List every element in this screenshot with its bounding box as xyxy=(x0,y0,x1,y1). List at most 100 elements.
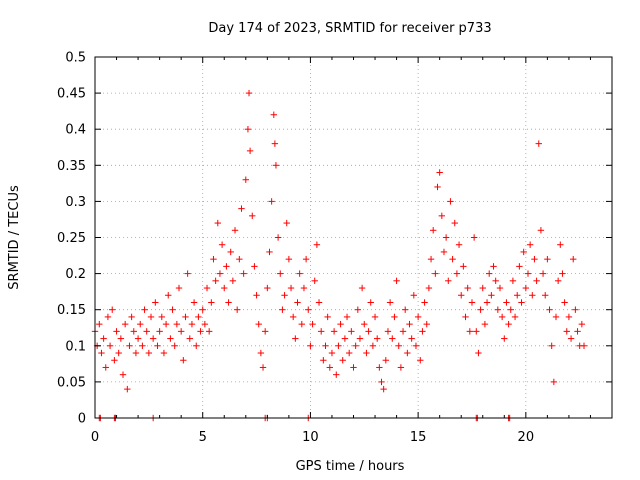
data-point xyxy=(442,234,450,241)
data-point xyxy=(542,292,549,299)
data-point xyxy=(268,198,275,205)
data-point xyxy=(453,270,461,277)
data-point xyxy=(175,284,183,292)
data-point xyxy=(386,299,394,306)
data-point xyxy=(259,364,267,371)
plot-frame xyxy=(94,56,613,419)
data-point xyxy=(419,328,426,335)
data-point xyxy=(199,306,206,313)
data-point xyxy=(539,270,547,277)
data-point xyxy=(486,270,493,277)
data-point xyxy=(298,320,305,328)
data-point xyxy=(393,277,400,285)
data-point xyxy=(253,292,260,299)
y-tick-label: 0.2 xyxy=(65,267,86,282)
data-point xyxy=(434,183,441,191)
data-point xyxy=(501,335,508,342)
data-point xyxy=(565,313,573,321)
data-point xyxy=(320,357,327,364)
data-point xyxy=(544,255,551,263)
x-axis-label: GPS time / hours xyxy=(296,459,405,474)
data-point xyxy=(272,162,280,169)
data-point xyxy=(440,248,448,256)
data-point xyxy=(561,299,568,306)
data-point xyxy=(236,255,243,263)
data-point xyxy=(326,364,334,371)
data-point xyxy=(516,263,523,270)
data-point xyxy=(143,328,150,335)
data-point xyxy=(384,328,392,335)
data-point xyxy=(245,89,253,97)
data-point xyxy=(533,277,540,285)
data-point xyxy=(345,349,353,357)
data-point xyxy=(503,299,510,306)
data-point xyxy=(171,342,178,349)
axes xyxy=(94,56,613,419)
data-point xyxy=(137,320,144,328)
data-point xyxy=(251,263,258,270)
data-point xyxy=(526,241,534,248)
data-point xyxy=(281,292,288,299)
data-point xyxy=(229,277,237,285)
data-point xyxy=(186,335,193,342)
data-point xyxy=(356,335,364,342)
data-point xyxy=(201,320,209,328)
y-tick-label: 0 xyxy=(78,412,86,427)
data-point xyxy=(524,270,532,277)
data-point xyxy=(455,241,463,248)
x-tick-label: 20 xyxy=(518,430,535,445)
data-point xyxy=(333,371,340,378)
data-point xyxy=(404,349,411,357)
data-point xyxy=(274,234,282,241)
data-point xyxy=(162,320,170,328)
data-point xyxy=(550,378,558,386)
data-point xyxy=(210,255,217,263)
data-point xyxy=(580,342,588,349)
data-point xyxy=(216,270,224,277)
data-point xyxy=(182,313,189,321)
x-tick-label: 15 xyxy=(410,430,427,445)
data-point xyxy=(361,320,368,328)
data-point xyxy=(141,306,148,313)
data-point xyxy=(432,270,439,277)
data-point xyxy=(337,320,344,328)
data-point xyxy=(106,342,114,349)
data-point xyxy=(468,299,476,306)
data-point xyxy=(559,270,566,277)
data-point xyxy=(481,320,489,328)
data-point xyxy=(193,342,200,349)
data-point xyxy=(514,292,521,299)
data-point xyxy=(531,255,538,263)
data-point xyxy=(535,140,542,147)
data-point xyxy=(412,342,420,349)
x-tick-label: 10 xyxy=(302,430,319,445)
data-point xyxy=(100,335,107,342)
data-point xyxy=(154,342,161,349)
data-point xyxy=(574,328,581,335)
data-point xyxy=(408,335,415,342)
data-point xyxy=(184,270,191,277)
data-point xyxy=(302,255,310,263)
data-point xyxy=(350,364,357,371)
data-point xyxy=(343,313,351,321)
y-tick-label: 0.25 xyxy=(57,231,86,246)
data-point xyxy=(126,342,133,349)
data-point xyxy=(328,349,336,357)
data-point xyxy=(115,349,122,357)
data-point xyxy=(462,313,469,321)
data-point xyxy=(270,111,277,118)
data-point xyxy=(158,313,165,321)
data-point xyxy=(352,342,359,349)
data-point xyxy=(317,328,325,335)
data-point xyxy=(389,335,396,342)
data-point xyxy=(130,328,137,335)
data-point xyxy=(339,357,346,364)
data-point xyxy=(261,328,269,335)
data-point xyxy=(223,263,230,270)
data-point xyxy=(373,335,381,342)
data-point xyxy=(98,349,105,357)
data-point xyxy=(119,371,127,378)
data-point xyxy=(173,320,181,328)
data-point xyxy=(147,313,155,321)
